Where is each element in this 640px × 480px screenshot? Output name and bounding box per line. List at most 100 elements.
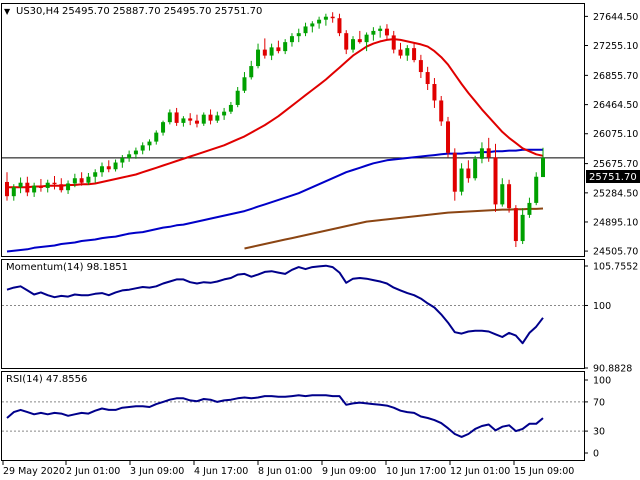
- candle-body: [337, 18, 342, 34]
- candle-body: [513, 208, 518, 242]
- candle-body: [59, 184, 64, 191]
- candle-body: [106, 166, 111, 170]
- rsi-tick-label: 30: [593, 427, 605, 438]
- x-tick-label: 2 Jun 01:00: [66, 466, 120, 477]
- momentum-tick-label: 90.8828: [593, 364, 632, 375]
- candle-body: [18, 182, 23, 188]
- main-chart-panel: [1, 3, 585, 257]
- candle-body: [384, 28, 389, 36]
- rsi-tick-label: 70: [593, 397, 605, 408]
- candle-body: [459, 168, 464, 192]
- candle-body: [66, 183, 71, 191]
- candle-body: [527, 202, 532, 215]
- candle-body: [405, 48, 410, 56]
- candle-body: [473, 158, 478, 179]
- candle-body: [262, 49, 267, 56]
- x-tick-label: 8 Jun 01:00: [258, 466, 312, 477]
- candle-body: [283, 42, 288, 52]
- candle-body: [249, 66, 254, 78]
- candle-body: [38, 185, 43, 188]
- candle-body: [296, 33, 301, 37]
- candle-body: [167, 112, 172, 123]
- current-price-label: 25751.70: [589, 172, 637, 183]
- candle-body: [72, 178, 77, 184]
- candle-body: [344, 33, 349, 50]
- candle-body: [235, 90, 240, 105]
- symbol-label: US30,H4: [16, 6, 59, 17]
- main-chart-layer: [2, 12, 584, 253]
- x-tick-label: 15 Jun 09:00: [514, 466, 574, 477]
- candle-body: [371, 30, 376, 35]
- candle-body: [466, 168, 471, 179]
- rsi-tick-label: 100: [593, 376, 611, 387]
- rsi-tick-label: 0: [593, 449, 599, 460]
- candle-body: [120, 158, 125, 163]
- candle-body: [25, 182, 30, 193]
- momentum-title: Momentum(14) 98.1851: [6, 262, 128, 273]
- x-tick-label: 10 Jun 17:00: [386, 466, 446, 477]
- candle-body: [520, 214, 525, 242]
- candle-body: [486, 148, 491, 158]
- candle-body: [242, 77, 247, 91]
- candle-body: [351, 39, 356, 50]
- candle-body: [154, 132, 159, 142]
- y-tick-label: 26075.10: [593, 129, 638, 140]
- candle-body: [188, 118, 193, 121]
- candle-body: [11, 187, 16, 197]
- candle-body: [418, 60, 423, 73]
- rsi-layer: [2, 394, 584, 438]
- x-tick-label: 12 Jun 01:00: [450, 466, 510, 477]
- x-tick-label: 4 Jun 17:00: [194, 466, 248, 477]
- y-tick-label: 27644.50: [593, 12, 638, 23]
- rsi-panel: [1, 371, 585, 461]
- x-tick-label: 9 Jun 09:00: [322, 466, 376, 477]
- candle-body: [412, 48, 417, 61]
- y-tick-label: 27255.10: [593, 41, 638, 52]
- ma-fast-line: [7, 38, 544, 189]
- candle-body: [364, 34, 369, 43]
- candle-body: [45, 182, 50, 188]
- candle-body: [256, 49, 261, 67]
- candle-body: [174, 112, 179, 123]
- candle-body: [228, 104, 233, 112]
- ohlc-label: 25495.70 25887.70 25495.70 25751.70: [62, 6, 262, 17]
- candle-body: [446, 121, 451, 153]
- ma-slow-line: [244, 207, 544, 250]
- candle-body: [507, 184, 512, 209]
- candle-body: [493, 157, 498, 205]
- candle-body: [140, 145, 145, 151]
- candle-body: [357, 39, 362, 43]
- candle-body: [330, 16, 335, 19]
- candle-body: [534, 176, 539, 203]
- candle-body: [113, 162, 118, 170]
- candle-body: [5, 181, 9, 197]
- candle-body: [500, 184, 505, 205]
- candle-body: [289, 36, 294, 43]
- candle-body: [133, 150, 138, 155]
- candle-body: [208, 114, 213, 121]
- candle-body: [269, 47, 274, 56]
- candle-body: [439, 100, 444, 122]
- candle-body: [317, 19, 322, 24]
- candle-body: [215, 115, 220, 121]
- candle-body: [86, 176, 91, 183]
- candle-body: [201, 114, 206, 124]
- candle-body: [432, 84, 437, 101]
- candle-body: [310, 23, 315, 27]
- candle-body: [391, 35, 396, 50]
- dropdown-arrow-icon[interactable]: ▼: [4, 7, 11, 16]
- y-tick-label: 26855.70: [593, 71, 638, 82]
- y-tick-label: 25675.70: [593, 159, 638, 170]
- y-tick-label: 24505.70: [593, 247, 638, 258]
- candle-body: [52, 182, 57, 185]
- y-tick-label: 25284.50: [593, 188, 638, 199]
- candle-body: [303, 26, 308, 34]
- momentum-tick-label: 100: [593, 301, 611, 312]
- momentum-panel: [1, 259, 585, 369]
- x-tick-label: 29 May 2020: [3, 466, 65, 477]
- current-price-tag: [586, 170, 640, 183]
- candle-body: [32, 185, 37, 193]
- candle-body: [452, 152, 457, 192]
- candle-body: [398, 49, 403, 56]
